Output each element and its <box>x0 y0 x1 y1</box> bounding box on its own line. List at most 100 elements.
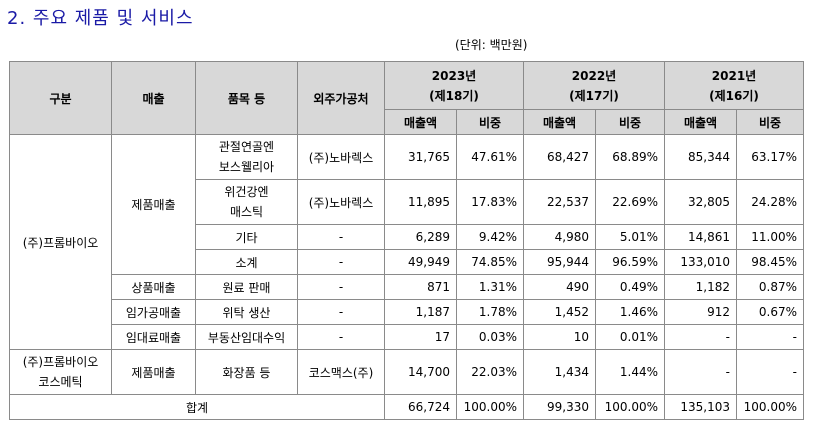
ratio-cell: 63.17% <box>736 134 804 180</box>
amount-cell: 11,895 <box>384 179 457 225</box>
header-amount-2021: 매출액 <box>664 109 737 135</box>
header-gubun: 구분 <box>9 61 112 135</box>
amount-cell: 14,700 <box>384 349 457 395</box>
total-ratio-2022: 100.00% <box>595 394 665 420</box>
amount-cell: 1,434 <box>523 349 596 395</box>
products-table: 구분 매출 품목 등 외주가공처 2023년 (제18기) 2022년 (제17… <box>9 61 804 420</box>
ratio-cell: 1.31% <box>456 274 524 300</box>
amount-cell: - <box>664 349 737 395</box>
header-2021-year: 2021년 <box>711 68 757 83</box>
ratio-cell: 68.89% <box>595 134 665 180</box>
item-line: 관절연골엔 <box>218 140 275 154</box>
total-amount-2023: 66,724 <box>384 394 457 420</box>
item-line: 보스웰리아 <box>218 160 275 174</box>
ratio-cell: 0.01% <box>595 324 665 350</box>
supplier-cell: - <box>297 299 385 325</box>
company-cell: (주)프롬바이오 코스메틱 <box>9 349 112 395</box>
ratio-cell: 1.44% <box>595 349 665 395</box>
unit-label: (단위: 백만원) <box>455 38 528 52</box>
header-item: 품목 등 <box>195 61 298 135</box>
item-line: 매스틱 <box>229 205 264 219</box>
total-row: 합계 66,724 100.00% 99,330 100.00% 135,103… <box>9 394 804 420</box>
header-2021: 2021년 (제16기) <box>664 61 804 110</box>
total-ratio-2023: 100.00% <box>456 394 524 420</box>
header-row-years: 구분 매출 품목 등 외주가공처 2023년 (제18기) 2022년 (제17… <box>9 61 804 135</box>
header-sales: 매출 <box>111 61 196 135</box>
table-row: (주)프롬바이오 제품매출 관절연골엔 보스웰리아 (주)노바렉스 31,765… <box>9 134 804 350</box>
header-2021-term: (제16기) <box>709 88 759 103</box>
supplier-cell: - <box>297 249 385 275</box>
total-amount-2022: 99,330 <box>523 394 596 420</box>
supplier-cell: - <box>297 274 385 300</box>
amount-cell: 490 <box>523 274 596 300</box>
header-2023-term: (제18기) <box>429 88 479 103</box>
table-row: (주)프롬바이오 코스메틱 제품매출 화장품 등 코스맥스(주) 14,700 … <box>9 349 804 395</box>
ratio-cell: 24.28% <box>736 179 804 225</box>
section-title: 2. 주요 제품 및 서비스 <box>7 8 194 29</box>
supplier-cell: (주)노바렉스 <box>297 134 385 180</box>
amount-cell: 49,949 <box>384 249 457 275</box>
item-cell: 화장품 등 <box>195 349 298 395</box>
table-row: 소계 - 49,949 74.85% 95,944 96.59% 133,010… <box>10 249 804 275</box>
amount-cell: 14,861 <box>664 224 737 250</box>
header-supplier: 외주가공처 <box>297 61 385 135</box>
header-ratio-2021: 비중 <box>736 109 804 135</box>
item-cell: 부동산임대수익 <box>195 324 298 350</box>
sales-type-cell: 상품매출 <box>111 274 196 300</box>
sales-type-cell: 임가공매출 <box>111 299 196 325</box>
amount-cell: 32,805 <box>664 179 737 225</box>
company-line: (주)프롬바이오 <box>22 355 99 369</box>
ratio-cell: 74.85% <box>456 249 524 275</box>
supplier-cell: - <box>297 324 385 350</box>
ratio-cell: 0.87% <box>736 274 804 300</box>
ratio-cell: 11.00% <box>736 224 804 250</box>
amount-cell: 4,980 <box>523 224 596 250</box>
ratio-cell: 1.78% <box>456 299 524 325</box>
header-2023: 2023년 (제18기) <box>384 61 524 110</box>
ratio-cell: 9.42% <box>456 224 524 250</box>
amount-cell: 10 <box>523 324 596 350</box>
header-2023-year: 2023년 <box>431 68 477 83</box>
sales-type-cell: 제품매출 <box>111 349 196 395</box>
amount-cell: 68,427 <box>523 134 596 180</box>
amount-cell: 85,344 <box>664 134 737 180</box>
amount-cell: 22,537 <box>523 179 596 225</box>
ratio-cell: 0.67% <box>736 299 804 325</box>
header-amount-2023: 매출액 <box>384 109 457 135</box>
total-ratio-2021: 100.00% <box>736 394 804 420</box>
ratio-cell: 5.01% <box>595 224 665 250</box>
supplier-cell: (주)노바렉스 <box>297 179 385 225</box>
table-row: 임대료매출 부동산임대수익 - 17 0.03% 10 0.01% - - <box>10 324 804 350</box>
sales-type-cell: 임대료매출 <box>111 324 196 350</box>
header-row-sub: 매출액 비중 매출액 비중 매출액 비중 <box>10 109 804 135</box>
table-row: 상품매출 원료 판매 - 871 1.31% 490 0.49% 1,182 0… <box>10 274 804 300</box>
sales-type-cell: 제품매출 <box>111 134 196 275</box>
amount-cell: 17 <box>384 324 457 350</box>
amount-cell: 912 <box>664 299 737 325</box>
supplier-cell: - <box>297 224 385 250</box>
ratio-cell: 22.69% <box>595 179 665 225</box>
item-line: 위건강엔 <box>224 185 269 199</box>
item-cell: 관절연골엔 보스웰리아 <box>195 134 298 180</box>
amount-cell: - <box>664 324 737 350</box>
ratio-cell: 0.49% <box>595 274 665 300</box>
amount-cell: 31,765 <box>384 134 457 180</box>
item-cell: 원료 판매 <box>195 274 298 300</box>
header-ratio-2022: 비중 <box>595 109 665 135</box>
ratio-cell: 47.61% <box>456 134 524 180</box>
supplier-cell: 코스맥스(주) <box>297 349 385 395</box>
ratio-cell: 17.83% <box>456 179 524 225</box>
amount-cell: 1,452 <box>523 299 596 325</box>
ratio-cell: 96.59% <box>595 249 665 275</box>
ratio-cell: - <box>736 324 804 350</box>
amount-cell: 1,182 <box>664 274 737 300</box>
ratio-cell: 98.45% <box>736 249 804 275</box>
company-line: 코스메틱 <box>38 375 83 389</box>
amount-cell: 871 <box>384 274 457 300</box>
item-cell: 위탁 생산 <box>195 299 298 325</box>
item-cell: 기타 <box>195 224 298 250</box>
item-cell: 소계 <box>195 249 298 275</box>
ratio-cell: - <box>736 349 804 395</box>
ratio-cell: 22.03% <box>456 349 524 395</box>
table-row: 임가공매출 위탁 생산 - 1,187 1.78% 1,452 1.46% 91… <box>10 299 804 325</box>
